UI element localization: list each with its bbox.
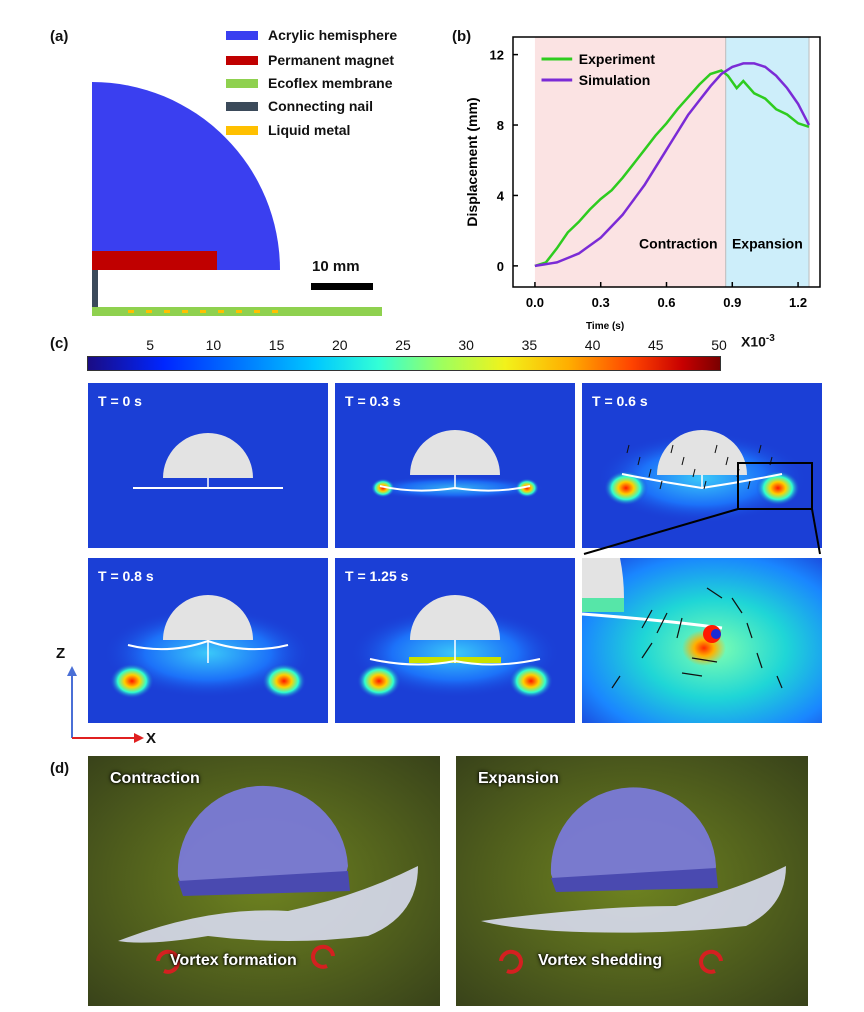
photo-title: Expansion [478,770,559,787]
connecting-nail-shape [92,270,98,307]
device-schematic [92,82,382,316]
colorbar-tick-label: 20 [332,337,348,353]
panel-label-b: (b) [452,28,472,45]
legend-label: Liquid metal [268,122,351,138]
velocity-arrows [611,587,783,689]
sim-panel: T = 0.8 s [88,558,328,723]
x-tick-label: 0.9 [723,295,741,310]
x-tick-label: 0.3 [592,295,610,310]
legend-item: Connecting nail [226,96,373,116]
flow-field [88,383,328,548]
x-tick-label: 0.0 [526,295,544,310]
legend-swatch [226,30,258,40]
displacement-chart: 0.0 0.3 0.6 0.9 1.2 0 4 8 12 Time (s) Displacement… [464,36,821,332]
colorbar-tick-label: 50 [711,337,727,353]
hemisphere-shape [163,595,253,640]
y-axis-label: Displacement (mm) [464,97,480,226]
hemisphere-shape [163,433,253,478]
region-expansion [725,37,810,287]
colorbar-unit-base: X10 [741,333,766,350]
colorbar-tick-label: 5 [146,337,155,353]
x-axis-label: Time (s) [586,321,624,332]
colorbar-tick-label: 35 [521,337,538,353]
legend-swatch [226,125,258,135]
legend-swatch [226,78,258,88]
time-label: T = 0.3 s [345,393,401,409]
zoom-field [582,558,822,723]
acrylic-hemisphere-shape [92,82,280,270]
region-label: Contraction [639,235,718,251]
y-tick-label: 4 [497,188,505,203]
region-label: Expansion [732,235,803,251]
photo-expansion: Expansion Vortex shedding [456,756,808,1006]
colorbar-tick-label: 25 [395,337,411,353]
sim-panel: T = 0.6 s [582,383,822,548]
scale-bar [311,283,373,290]
colorbar-tick-label: 10 [205,337,222,353]
panel-label-a: (a) [50,28,69,45]
zoom-connector [583,462,821,555]
flow-field [335,383,575,548]
hemisphere-shape [410,595,500,640]
zoom-panel [582,558,822,723]
y-tick-label: 0 [497,259,504,274]
legend-label: Connecting nail [268,98,373,114]
axis-z-label: Z [56,645,66,662]
x-tick-label: 0.6 [657,295,675,310]
flow-field [88,558,328,723]
series-line-simulation [534,62,811,268]
membrane-shape [621,473,783,490]
membrane-shape [369,658,541,666]
legend-label: Simulation [579,72,651,88]
legend-item: Liquid metal [226,120,350,140]
time-label: T = 1.25 s [345,568,409,584]
legend-label: Acrylic hemisphere [268,27,398,43]
flow-field [582,383,822,548]
colorbar-unit: X10-3 [741,333,775,350]
colorbar-tick-label: 30 [458,337,474,353]
flow-field [335,558,575,723]
colorbar-tick-label: 40 [584,337,601,353]
photo-contraction: Contraction Vortex formation [88,756,440,1006]
sim-panel: T = 0.3 s [335,383,575,548]
colorbar-unit-exp: -3 [765,333,775,344]
legend-item: Acrylic hemisphere [226,25,397,45]
legend-swatch [226,55,258,65]
legend-item: Ecoflex membrane [226,73,393,93]
colorbar [87,356,721,371]
sim-panel: T = 0 s [88,383,328,548]
time-label: T = 0.6 s [592,393,648,409]
photo-caption: Vortex formation [170,952,297,969]
legend-label: Ecoflex membrane [268,75,393,91]
legend-label: Permanent magnet [268,52,395,68]
legend-swatch [226,101,258,111]
panel-label-d: (d) [50,760,70,777]
photo-title: Contraction [110,770,200,787]
time-label: T = 0.8 s [98,568,154,584]
axes-indicator [67,666,144,743]
y-tick-label: 12 [490,48,504,63]
membrane-shape [127,639,289,651]
permanent-magnet-shape [92,251,217,270]
scale-bar-label: 10 mm [312,258,360,275]
x-tick-label: 1.2 [789,295,807,310]
sim-panel: T = 1.25 s [335,558,575,723]
time-label: T = 0 s [98,393,142,409]
colorbar-tick-label: 45 [648,337,664,353]
membrane-shape [379,485,531,492]
series-line-experiment [534,69,810,268]
hemisphere-shape [410,430,500,475]
axis-x-label: X [146,730,157,747]
panel-label-c: (c) [50,335,69,352]
photo-caption: Vortex shedding [538,952,663,969]
legend-label: Experiment [579,51,656,67]
hemisphere-shape [657,430,747,475]
y-tick-label: 8 [497,118,504,133]
colorbar-tick-label: 15 [268,337,285,353]
liquid-metal-dots [128,310,278,313]
legend-item: Permanent magnet [226,50,394,70]
